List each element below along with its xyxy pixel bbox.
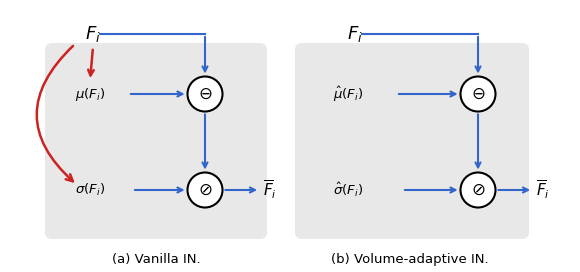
Circle shape xyxy=(187,76,223,112)
Text: $\sigma(F_i)$: $\sigma(F_i)$ xyxy=(75,182,105,198)
Text: (b) Volume-adaptive IN.: (b) Volume-adaptive IN. xyxy=(331,254,489,267)
Circle shape xyxy=(461,76,495,112)
Text: ⊘: ⊘ xyxy=(471,181,485,199)
Text: $\overline{F}_i$: $\overline{F}_i$ xyxy=(263,179,277,201)
Text: ⊖: ⊖ xyxy=(471,85,485,103)
Text: (a) Vanilla IN.: (a) Vanilla IN. xyxy=(112,254,200,267)
Circle shape xyxy=(461,172,495,208)
Circle shape xyxy=(187,172,223,208)
Text: $F_i$: $F_i$ xyxy=(347,24,363,44)
Text: ⊖: ⊖ xyxy=(198,85,212,103)
Text: $\overline{F}_i$: $\overline{F}_i$ xyxy=(536,179,550,201)
Text: ⊘: ⊘ xyxy=(198,181,212,199)
Text: $\hat{\mu}(F_i)$: $\hat{\mu}(F_i)$ xyxy=(333,84,363,104)
FancyBboxPatch shape xyxy=(45,43,267,239)
Text: $\mu(F_i)$: $\mu(F_i)$ xyxy=(75,85,105,103)
FancyBboxPatch shape xyxy=(295,43,529,239)
Text: $F_i$: $F_i$ xyxy=(85,24,101,44)
Text: $\hat{\sigma}(F_i)$: $\hat{\sigma}(F_i)$ xyxy=(333,181,363,199)
